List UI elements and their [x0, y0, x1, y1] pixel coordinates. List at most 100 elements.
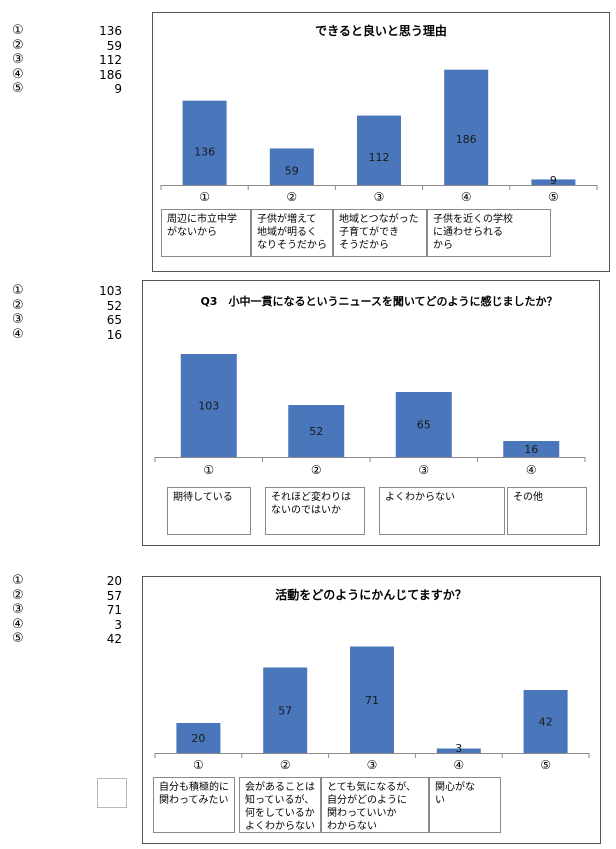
chart-panel-2: Q3 小中一貫になるというニュースを聞いてどのように感じましたか？ 103 ① 52 ②…: [142, 280, 600, 546]
bar-4: [436, 748, 481, 753]
category-label-3: ③: [418, 463, 429, 477]
bar-3: [350, 646, 394, 753]
legend-item-1: 周辺に市立中学 がないから: [161, 209, 251, 257]
side-row: ④ 186: [12, 66, 122, 83]
side-value: 52: [106, 298, 122, 313]
chart-2-svg: Q3 小中一貫になるというニュースを聞いてどのように感じましたか？ 103 ① 52 ②…: [154, 294, 586, 477]
side-num: ①: [12, 573, 24, 588]
side-row: ① 136: [12, 23, 122, 39]
bar-2: [288, 405, 345, 457]
side-value: 71: [106, 603, 122, 617]
chart-panel-3: 活動をどのようにかんじてますか？ 20 ① 57 ② 71 ③ 3 ④ 42 ⑤ 自分も積極的に 関…: [142, 576, 601, 844]
side-row: ③ 65: [12, 312, 122, 328]
data-label-2: 52: [309, 425, 323, 438]
data-label-5: 42: [539, 716, 553, 729]
side-row: ② 57: [12, 587, 122, 604]
side-num: ③: [12, 312, 24, 327]
bar-1: [180, 354, 237, 457]
bar-1: [176, 723, 221, 753]
category-label-1: ①: [199, 190, 210, 204]
data-label-1: 136: [194, 145, 215, 158]
bar-5: [531, 179, 576, 185]
category-label-1: ①: [193, 758, 204, 772]
side-num: ②: [12, 37, 24, 53]
side-row: ① 20: [12, 573, 122, 589]
data-label-1: 20: [191, 732, 205, 745]
data-label-3: 112: [369, 151, 390, 164]
legend-item-4: 子供を近くの学校 に通わせられる から: [427, 209, 551, 257]
side-num: ⑤: [12, 631, 24, 646]
category-label-3: ③: [367, 758, 378, 772]
legend-item-3: よくわからない: [379, 487, 505, 535]
side-value: 59: [106, 38, 122, 53]
bar-5: [523, 690, 568, 753]
side-row: ② 52: [12, 297, 122, 314]
side-num: ①: [12, 23, 24, 38]
chart-title: 活動をどのようにかんじてますか？: [275, 587, 466, 602]
category-label-5: ⑤: [548, 190, 559, 204]
side-value: 103: [99, 284, 122, 298]
data-label-5: 9: [550, 174, 557, 187]
category-label-2: ②: [311, 463, 322, 477]
chart-title: できると良いと思う理由: [315, 23, 447, 38]
legend-item-1: 自分も積極的に 関わってみたい: [153, 777, 235, 833]
side-row: ② 59: [12, 37, 122, 54]
bar-1: [182, 100, 227, 185]
legend-item-4: その他: [507, 487, 587, 535]
legend-item-2: 会があることは 知っているが、 何をしているか よくわからない: [239, 777, 321, 833]
data-label-4: 186: [456, 133, 477, 146]
category-label-2: ②: [286, 190, 297, 204]
category-label-4: ④: [453, 758, 464, 772]
side-num: ⑤: [12, 81, 24, 96]
side-value: 136: [99, 24, 122, 38]
side-value: 3: [114, 617, 122, 632]
category-label-4: ④: [526, 463, 537, 477]
category-label-3: ③: [374, 190, 385, 204]
legend-item-3: とても気になるが、 自分がどのように 関わっていいか わからない: [321, 777, 429, 833]
side-num: ③: [12, 602, 24, 617]
side-row: ① 103: [12, 283, 122, 299]
side-num: ①: [12, 283, 24, 298]
data-label-2: 59: [285, 164, 299, 177]
side-value: 57: [106, 588, 122, 603]
side-num: ②: [12, 587, 24, 603]
chart-panel-1: できると良いと思う理由 136 ① 59 ② 112 ③ 186 ④ 9 ⑤ 周辺に市立中学 がない…: [152, 12, 610, 272]
category-label-4: ④: [461, 190, 472, 204]
side-row: ③ 112: [12, 52, 122, 68]
chart-3-svg: 活動をどのようにかんじてますか？ 20 ① 57 ② 71 ③ 3 ④ 42 ⑤: [154, 587, 590, 772]
side-row: ③ 71: [12, 602, 122, 618]
category-label-5: ⑤: [540, 758, 551, 772]
side-value: 20: [106, 574, 122, 588]
side-value: 9: [114, 82, 122, 96]
chart-1-svg: できると良いと思う理由 136 ① 59 ② 112 ③ 186 ④ 9 ⑤: [160, 23, 598, 204]
bar-2: [269, 148, 314, 185]
legend-item-2: 子供が増えて 地域が明るく なりそうだから: [251, 209, 333, 257]
side-value: 112: [99, 53, 122, 67]
side-num: ④: [12, 326, 24, 342]
legend-item-4: 関心がな い: [429, 777, 501, 833]
bar-3: [357, 115, 401, 185]
data-label-2: 57: [278, 704, 292, 717]
bar-4: [444, 69, 489, 185]
side-row: ⑤ 42: [12, 631, 122, 647]
legend-item-1: 期待している: [167, 487, 251, 535]
side-num: ②: [12, 297, 24, 313]
side-num: ④: [12, 616, 24, 632]
data-label-4: 16: [524, 443, 538, 456]
data-label-3: 65: [417, 419, 431, 432]
legend-item-3: 地域とつながった 子育てができ そうだから: [333, 209, 427, 257]
side-row: ④ 16: [12, 326, 122, 343]
bar-3: [395, 392, 452, 457]
category-label-2: ②: [280, 758, 291, 772]
data-label-4: 3: [455, 742, 462, 755]
bar-4: [503, 441, 560, 457]
side-list-2: ① 103 ② 52 ③ 65 ④ 16: [12, 283, 122, 343]
side-value: 186: [99, 67, 122, 82]
side-num: ③: [12, 52, 24, 67]
side-num: ④: [12, 66, 24, 82]
checkbox[interactable]: [97, 778, 127, 808]
